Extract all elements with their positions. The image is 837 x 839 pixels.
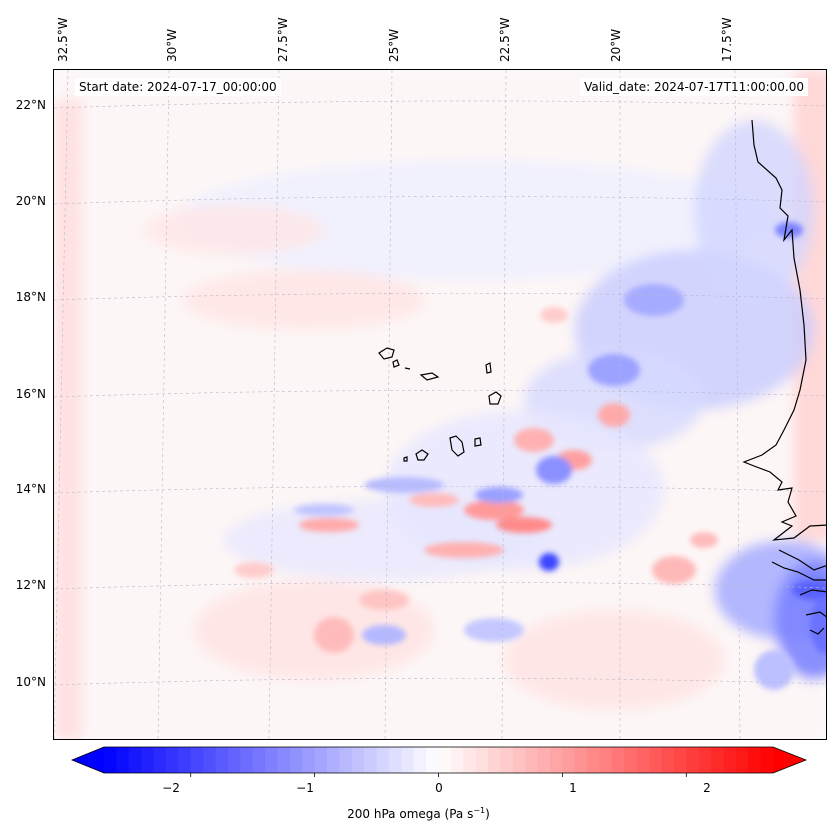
- lon-label-30w: 30°W: [165, 28, 179, 62]
- lat-label-12n: 12°N: [15, 578, 46, 592]
- colorbar-segment: [388, 747, 402, 773]
- colorbar-tick-1: 1: [569, 781, 577, 795]
- colorbar-segment: [302, 747, 316, 773]
- colorbar-segment: [438, 747, 452, 773]
- lat-label-20n: 20°N: [15, 194, 46, 208]
- colorbar-extend-min: [72, 747, 104, 773]
- colorbar-segment: [574, 747, 588, 773]
- colorbar-segment: [203, 747, 217, 773]
- colorbar-segment: [153, 747, 167, 773]
- cape-verde-islands: [378, 347, 502, 462]
- colorbar-segment: [128, 747, 142, 773]
- colorbar-segment: [339, 747, 353, 773]
- colorbar-segment: [525, 747, 539, 773]
- colorbar-segments: [72, 747, 806, 773]
- colorbar-segment: [475, 747, 489, 773]
- colorbar-segment: [165, 747, 179, 773]
- colorbar-segment: [401, 747, 415, 773]
- lon-label-22-5w: 22.5°W: [498, 17, 512, 62]
- colorbar-segment: [351, 747, 365, 773]
- colorbar-tick-0: 0: [435, 781, 443, 795]
- colorbar-segment: [227, 747, 241, 773]
- colorbar-segment: [537, 747, 551, 773]
- colorbar-tick-2: 2: [703, 781, 711, 795]
- omega-field-map: [54, 70, 826, 739]
- lon-label-17-5w: 17.5°W: [720, 17, 734, 62]
- lon-label-27-5w: 27.5°W: [276, 17, 290, 62]
- lat-label-10n: 10°N: [15, 675, 46, 689]
- colorbar-segment: [748, 747, 762, 773]
- colorbar-segment: [611, 747, 625, 773]
- colorbar-segment: [562, 747, 576, 773]
- lat-label-18n: 18°N: [15, 290, 46, 304]
- colorbar-segment: [450, 747, 464, 773]
- graticule: [54, 70, 826, 739]
- lon-label-25w: 25°W: [387, 28, 401, 62]
- map-panel: [53, 69, 827, 740]
- colorbar-segment: [289, 747, 303, 773]
- colorbar-segment: [735, 747, 749, 773]
- colorbar-segment: [599, 747, 613, 773]
- colorbar-ticks: [190, 773, 687, 777]
- colorbar-segment: [277, 747, 291, 773]
- lat-label-14n: 14°N: [15, 482, 46, 496]
- start-date-label: Start date: 2024-07-17_00:00:00: [75, 78, 281, 96]
- colorbar-segment: [364, 747, 378, 773]
- colorbar-segment: [426, 747, 440, 773]
- colorbar-segment: [463, 747, 477, 773]
- coastline: [742, 119, 826, 635]
- colorbar-segment: [265, 747, 279, 773]
- colorbar-segment: [327, 747, 340, 773]
- colorbar-segment: [711, 747, 725, 773]
- colorbar-segment: [488, 747, 502, 773]
- colorbar-segment: [141, 747, 155, 773]
- colorbar-segment: [215, 747, 229, 773]
- colorbar-extend-max: [773, 747, 806, 773]
- colorbar-segment: [661, 747, 675, 773]
- colorbar-segment: [314, 747, 328, 773]
- field-features: [234, 222, 826, 690]
- colorbar-segment: [587, 747, 601, 773]
- colorbar-segment: [698, 747, 712, 773]
- colorbar-segment: [673, 747, 687, 773]
- lon-label-20w: 20°W: [609, 28, 623, 62]
- colorbar-segment: [104, 747, 117, 773]
- colorbar-segment: [760, 747, 774, 773]
- lon-label-32-5w: 32.5°W: [56, 17, 70, 62]
- colorbar-segment: [413, 747, 427, 773]
- colorbar-segment: [636, 747, 650, 773]
- colorbar-label: 200 hPa omega (Pa s−1): [347, 806, 490, 821]
- colorbar-segment: [190, 747, 204, 773]
- colorbar-segment: [178, 747, 192, 773]
- lat-label-22n: 22°N: [15, 98, 46, 112]
- colorbar-segment: [550, 747, 563, 773]
- colorbar-outline: [70, 746, 808, 774]
- valid-date-label: Valid_date: 2024-07-17T11:00:00.00: [580, 78, 808, 96]
- colorbar-segment: [500, 747, 514, 773]
- colorbar-tick-neg2: −2: [162, 781, 180, 795]
- colorbar-segment: [116, 747, 130, 773]
- colorbar-segment: [624, 747, 638, 773]
- colorbar-segment: [686, 747, 700, 773]
- colorbar-segment: [723, 747, 737, 773]
- colorbar-segment: [512, 747, 526, 773]
- colorbar-segment: [376, 747, 390, 773]
- lat-label-16n: 16°N: [15, 387, 46, 401]
- colorbar-segment: [649, 747, 663, 773]
- colorbar-segment: [252, 747, 266, 773]
- colorbar-segment: [240, 747, 254, 773]
- colorbar-tick-neg1: −1: [296, 781, 314, 795]
- field-background: [54, 70, 826, 739]
